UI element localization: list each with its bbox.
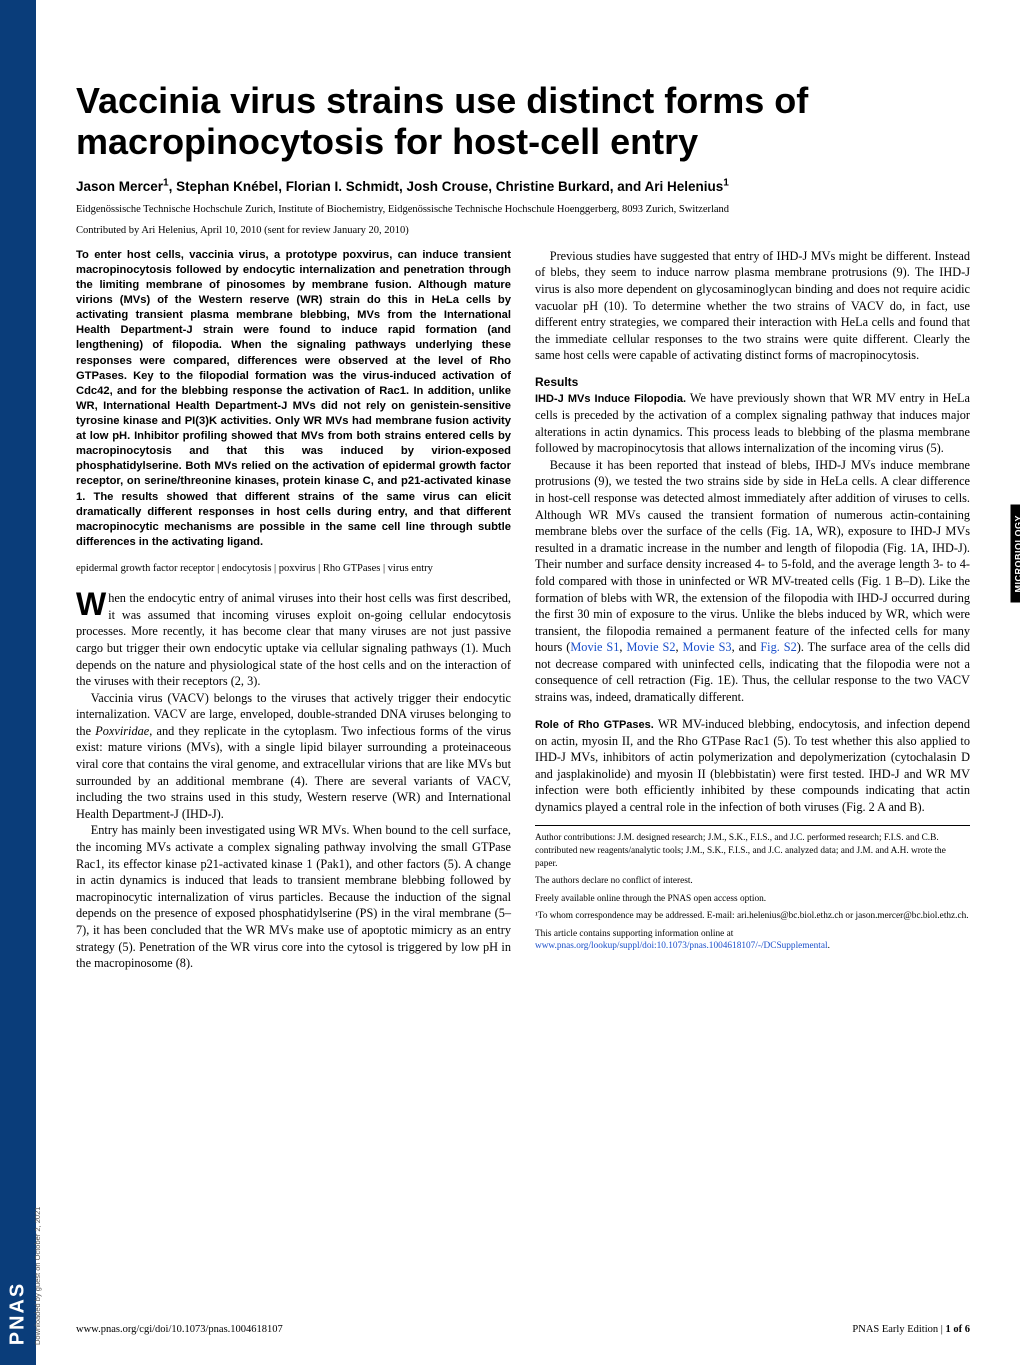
footnote-correspondence: ¹To whom correspondence may be addressed…: [535, 910, 970, 923]
footnotes: Author contributions: J.M. designed rese…: [535, 825, 970, 952]
keywords: epidermal growth factor receptor | endoc…: [76, 562, 511, 576]
article-title: Vaccinia virus strains use distinct form…: [76, 80, 970, 163]
results-sub1: IHD-J MVs Induce Filopodia. We have prev…: [535, 390, 970, 706]
footer-page: PNAS Early Edition | 1 of 6: [852, 1324, 970, 1335]
sub2-heading: Role of Rho GTPases.: [535, 719, 654, 731]
category-label: MICROBIOLOGY: [1010, 505, 1020, 603]
results-heading: Results: [535, 374, 970, 390]
dropcap: W: [76, 590, 108, 619]
footer-doi: www.pnas.org/cgi/doi/10.1073/pnas.100461…: [76, 1324, 283, 1335]
abstract: To enter host cells, vaccinia virus, a p…: [76, 248, 511, 550]
sub1-para-2: Because it has been reported that instea…: [535, 457, 970, 706]
author-list: Jason Mercer1, Stephan Knébel, Florian I…: [76, 179, 970, 194]
download-note: Downloaded by guest on October 2, 2021: [33, 1207, 42, 1345]
intro-para-2: Vaccinia virus (VACV) belongs to the vir…: [76, 690, 511, 823]
affiliation: Eidgenössische Technische Hochschule Zur…: [76, 204, 970, 215]
supporting-link[interactable]: www.pnas.org/lookup/suppl/doi:10.1073/pn…: [535, 941, 828, 951]
footnote-contributions: Author contributions: J.M. designed rese…: [535, 832, 970, 870]
sub2-text: WR MV-induced blebbing, endocytosis, and…: [535, 717, 970, 814]
results-sub2: Role of Rho GTPases. WR MV-induced blebb…: [535, 716, 970, 816]
contributed-line: Contributed by Ari Helenius, April 10, 2…: [76, 225, 970, 236]
journal-logo: PNAS: [7, 1282, 30, 1346]
intro-para-4: Previous studies have suggested that ent…: [535, 248, 970, 364]
intro-text-1: hen the endocytic entry of animal viruse…: [76, 591, 511, 688]
footnote-supporting: This article contains supporting informa…: [535, 928, 970, 953]
two-column-body: To enter host cells, vaccinia virus, a p…: [76, 248, 970, 972]
intro-para-3: Entry has mainly been investigated using…: [76, 822, 511, 971]
footnote-conflict: The authors declare no conflict of inter…: [535, 875, 970, 888]
sub1-heading: IHD-J MVs Induce Filopodia.: [535, 393, 686, 405]
intro-para-1: When the endocytic entry of animal virus…: [76, 590, 511, 690]
sub1-para-1: IHD-J MVs Induce Filopodia. We have prev…: [535, 390, 970, 457]
sub2-para: Role of Rho GTPases. WR MV-induced blebb…: [535, 716, 970, 816]
article-content: Vaccinia virus strains use distinct form…: [76, 80, 970, 972]
footnote-openaccess: Freely available online through the PNAS…: [535, 893, 970, 906]
page-footer: www.pnas.org/cgi/doi/10.1073/pnas.100461…: [76, 1324, 970, 1335]
journal-sidebar: PNAS: [0, 0, 36, 1365]
